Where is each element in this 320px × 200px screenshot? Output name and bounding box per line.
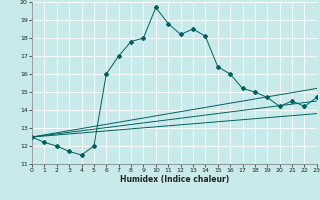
X-axis label: Humidex (Indice chaleur): Humidex (Indice chaleur) [120,175,229,184]
